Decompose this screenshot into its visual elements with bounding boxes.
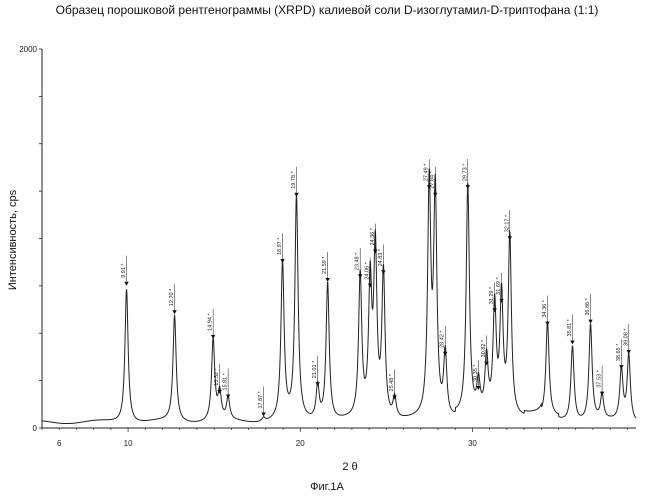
peak-label: 21.59 * (322, 256, 328, 274)
peak-label: 25.48 * (389, 373, 395, 391)
peak-triangle (570, 341, 574, 345)
peak-label: 15.32 * (214, 367, 220, 385)
peak-label: 36.86 * (585, 297, 591, 315)
peak-label: 21.01 * (312, 360, 318, 378)
peak-triangle (499, 299, 503, 303)
peak-label: 24.36 * (370, 227, 376, 245)
peak-marker: 15.81 * (223, 369, 231, 399)
peak-triangle (492, 308, 496, 312)
peak-triangle (466, 185, 470, 189)
peak-label: 12.70 * (169, 288, 175, 306)
x-tick-label: 30 (468, 439, 477, 448)
peak-marker: 35.81 * (567, 315, 575, 345)
peak-triangle (315, 382, 319, 386)
y-axis-label: Интенсивность, cps (7, 189, 19, 290)
peak-marker: 24.83 * (378, 244, 386, 274)
peak-marker: 18.97 * (277, 233, 285, 263)
peak-triangle (545, 322, 549, 326)
x-tick-label: 20 (296, 439, 305, 448)
peak-label: 23.48 * (355, 252, 361, 270)
figure-caption: Фиг.1А (0, 481, 654, 493)
peak-marker: 27.84 * (430, 167, 438, 197)
peak-marker: 23.48 * (355, 248, 363, 278)
peak-marker: 32.17 * (504, 210, 512, 240)
peak-marker: 36.86 * (585, 294, 593, 324)
peak-label: 15.81 * (223, 372, 229, 390)
peak-triangle (443, 352, 447, 356)
peak-triangle (294, 193, 298, 197)
peak-label: 29.73 * (462, 163, 468, 181)
peak-marker: 29.73 * (462, 159, 470, 189)
peak-label: 32.17 * (504, 214, 510, 232)
tick-labels: 6 10 20 30 0 2000 (19, 45, 477, 448)
peak-marker: 34.36 * (542, 296, 550, 326)
x-tick-label: 10 (124, 439, 133, 448)
peak-marker: 21.59 * (322, 252, 330, 282)
peak-triangle (280, 259, 284, 263)
x-tick-label: 6 (57, 439, 62, 448)
peak-label: 14.94 * (208, 313, 214, 331)
peak-label: 30.35 * (473, 364, 479, 382)
peak-marker: 25.48 * (389, 369, 397, 399)
peak-marker: 39.08 * (623, 324, 631, 354)
peak-marker: 9.91 * (121, 256, 129, 286)
peak-label: 28.42 * (440, 330, 446, 348)
peak-triangle (588, 320, 592, 324)
y-tick-label: 2000 (19, 45, 37, 54)
peak-triangle (619, 365, 623, 369)
peak-label: 34.36 * (542, 299, 548, 317)
peak-triangle (373, 250, 377, 254)
diffraction-trace (42, 168, 636, 423)
peak-label: 18.97 * (277, 237, 283, 255)
x-axis-label: 2 θ (342, 461, 357, 473)
peak-markers: 9.91 * 12.70 * 14.94 * 15.32 *15.81 * 17.87 … (121, 159, 631, 416)
y-tick-label: 0 (33, 424, 38, 433)
peak-marker: 17.87 * (258, 387, 266, 417)
peak-marker: 14.94 * (208, 309, 216, 339)
peak-triangle (508, 236, 512, 240)
peak-triangle (381, 270, 385, 274)
peak-triangle (433, 193, 437, 197)
peak-triangle (124, 282, 128, 286)
peak-label: 38.65 * (616, 343, 622, 361)
peak-label: 24.06 * (365, 261, 371, 279)
peak-marker: 37.53 * (597, 366, 605, 396)
peak-label: 37.53 * (597, 369, 603, 387)
peak-label: 30.82 * (481, 339, 487, 357)
peak-triangle (172, 310, 176, 314)
peak-triangle (600, 392, 604, 396)
peak-label: 31.69 * (496, 277, 502, 295)
peak-label: 35.81 * (567, 318, 573, 336)
peak-label: 24.83 * (378, 248, 384, 266)
peak-marker: 19.78 * (291, 167, 299, 197)
peak-marker: 28.42 * (440, 326, 448, 356)
peak-triangle (226, 395, 230, 399)
peak-label: 19.78 * (291, 170, 297, 188)
peak-marker: 21.01 * (312, 356, 320, 386)
axes (39, 49, 636, 432)
peak-label: 17.87 * (258, 390, 264, 408)
peak-label: 31.29 * (489, 286, 495, 304)
peak-label: 39.08 * (623, 328, 629, 346)
peak-triangle (627, 350, 631, 354)
peak-triangle (261, 413, 265, 417)
peak-label: 9.91 * (121, 263, 127, 278)
peak-triangle (211, 335, 215, 339)
peak-triangle (358, 274, 362, 278)
peak-triangle (325, 278, 329, 282)
peak-label: 27.84 * (430, 170, 436, 188)
peak-marker: 12.70 * (169, 284, 177, 314)
